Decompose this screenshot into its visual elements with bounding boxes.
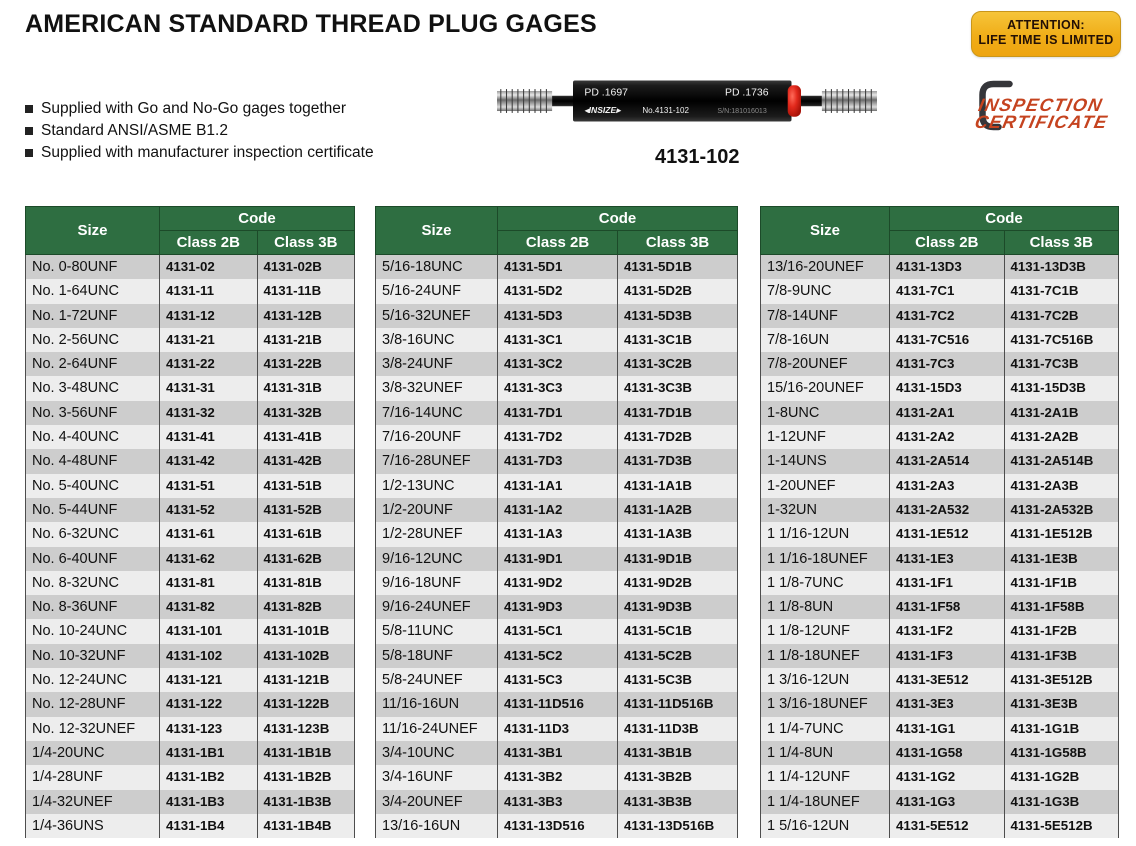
svg-text:◂INSIZE▸: ◂INSIZE▸ xyxy=(584,105,622,115)
svg-text:PD .1736: PD .1736 xyxy=(725,88,769,99)
svg-text:PD .1697: PD .1697 xyxy=(584,88,628,99)
svg-text:No.4131-102: No.4131-102 xyxy=(642,106,689,115)
svg-text:S/N:181016013: S/N:181016013 xyxy=(717,107,766,115)
svg-text:CERTIFICATE: CERTIFICATE xyxy=(973,112,1110,132)
